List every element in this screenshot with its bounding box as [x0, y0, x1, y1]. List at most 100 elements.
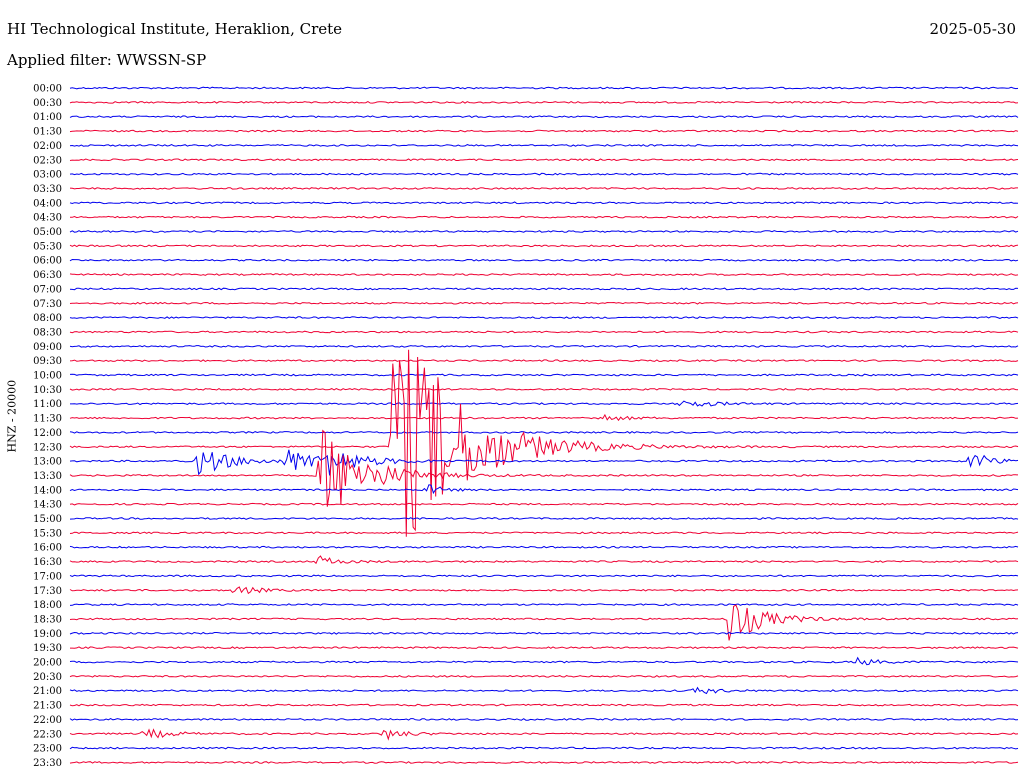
trace-row [69, 172, 1019, 176]
trace-row [69, 531, 1019, 535]
trace-row [69, 388, 1019, 391]
row-time-label: 10:00 [33, 371, 62, 382]
trace-row [69, 115, 1019, 119]
trace-row [69, 201, 1019, 205]
trace-row [69, 187, 1018, 190]
row-time-label: 13:30 [33, 471, 62, 482]
trace-row [69, 244, 1019, 248]
trace-row [69, 287, 1019, 291]
trace-row [69, 301, 1019, 305]
row-time-label: 07:30 [33, 299, 62, 310]
row-time-label: 08:00 [33, 313, 62, 324]
row-time-label: 23:30 [33, 758, 62, 769]
trace-row [69, 674, 1019, 678]
trace-row [69, 431, 1019, 434]
trace-row [69, 258, 1019, 262]
row-time-label: 01:00 [33, 112, 62, 123]
row-time-label: 06:30 [33, 270, 62, 281]
trace-row [70, 215, 1019, 219]
row-time-label: 09:30 [33, 356, 62, 367]
trace-row [69, 631, 1019, 635]
trace-row [69, 449, 1019, 476]
trace-row [69, 555, 1019, 565]
row-time-label: 16:30 [33, 557, 62, 568]
trace-row [69, 574, 1019, 578]
row-time-label: 03:00 [33, 170, 62, 181]
row-time-label: 17:30 [33, 586, 62, 597]
row-time-label: 14:30 [33, 500, 62, 511]
trace-row [70, 400, 1019, 407]
row-time-label: 15:00 [33, 514, 62, 525]
row-time-label: 00:30 [33, 98, 62, 109]
row-time-label: 00:00 [33, 84, 62, 95]
trace-row [69, 330, 1019, 334]
trace-row [69, 429, 1019, 507]
trace-row [69, 413, 1019, 422]
row-time-label: 16:00 [33, 543, 62, 554]
trace-row [69, 604, 1019, 641]
trace-row [69, 517, 1019, 520]
row-time-label: 14:00 [33, 485, 62, 496]
row-time-label: 08:30 [33, 327, 62, 338]
trace-row [69, 656, 1019, 666]
row-time-label: 18:30 [33, 614, 62, 625]
trace-row [69, 273, 1019, 276]
row-time-label: 01:30 [33, 127, 62, 138]
row-time-label: 19:00 [33, 629, 62, 640]
row-time-label: 20:30 [33, 672, 62, 683]
trace-row [69, 101, 1019, 104]
trace-row [69, 129, 1019, 133]
row-time-label: 17:00 [33, 571, 62, 582]
trace-row [69, 86, 1019, 90]
trace-row [69, 144, 1019, 147]
row-time-label: 05:30 [33, 241, 62, 252]
row-time-label: 05:00 [33, 227, 62, 238]
trace-row [69, 359, 1019, 362]
trace-row [70, 646, 1019, 649]
trace-row [69, 718, 1019, 721]
trace-row [69, 158, 1019, 162]
trace-row [69, 484, 1019, 495]
row-time-label: 12:30 [33, 442, 62, 453]
trace-row [69, 761, 1019, 764]
row-time-label: 22:00 [33, 715, 62, 726]
trace-row [69, 545, 1019, 549]
trace-row [69, 746, 1019, 750]
row-time-label: 06:00 [33, 256, 62, 267]
trace-row [69, 373, 1019, 377]
station-title: HI Technological Institute, Heraklion, C… [7, 20, 343, 38]
trace-row [69, 603, 1019, 606]
record-date: 2025-05-30 [929, 20, 1016, 38]
row-time-label: 23:00 [33, 744, 62, 755]
row-time-label: 12:00 [33, 428, 62, 439]
trace-row [69, 344, 1019, 348]
row-time-label: 03:30 [33, 184, 62, 195]
trace-row [69, 686, 1019, 695]
trace-row [69, 349, 1019, 537]
row-time-label: 11:00 [33, 399, 62, 410]
filter-label: Applied filter: WWSSN-SP [7, 51, 207, 69]
row-time-label: 04:00 [33, 198, 62, 209]
row-time-label: 02:30 [33, 155, 62, 166]
trace-row [69, 316, 1019, 319]
trace-row [69, 502, 1019, 506]
row-time-label: 11:30 [33, 414, 62, 425]
row-time-label: 21:30 [33, 701, 62, 712]
trace-row [69, 728, 1019, 741]
row-time-label: 02:00 [33, 141, 62, 152]
row-time-label: 09:00 [33, 342, 62, 353]
row-time-label: 21:00 [33, 686, 62, 697]
row-time-label: 13:00 [33, 457, 62, 468]
trace-row [69, 703, 1019, 707]
trace-row [69, 586, 1019, 595]
row-time-label: 10:30 [33, 385, 62, 396]
row-time-label: 18:00 [33, 600, 62, 611]
row-time-label: 19:30 [33, 643, 62, 654]
row-time-label: 20:00 [33, 658, 62, 669]
row-time-label: 22:30 [33, 729, 62, 740]
row-time-label: 15:30 [33, 528, 62, 539]
row-time-label: 07:00 [33, 284, 62, 295]
row-time-label: 04:30 [33, 213, 62, 224]
trace-row [69, 230, 1019, 233]
